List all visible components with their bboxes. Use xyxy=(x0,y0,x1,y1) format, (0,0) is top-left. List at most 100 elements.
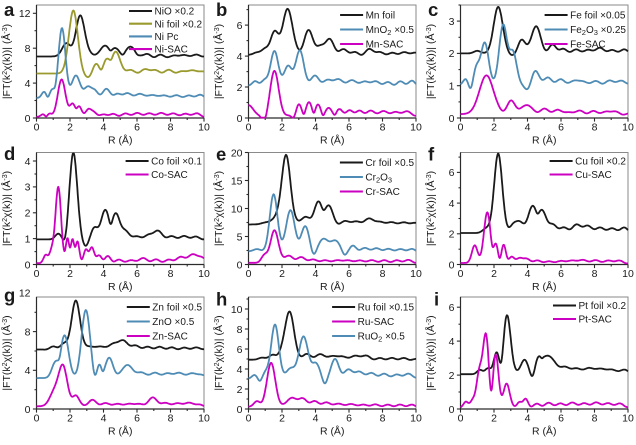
svg-text:ZnO ×0.5: ZnO ×0.5 xyxy=(152,317,194,328)
svg-text:Fe-SAC: Fe-SAC xyxy=(570,40,606,51)
svg-text:Mn foil: Mn foil xyxy=(366,11,395,22)
svg-text:2: 2 xyxy=(491,412,497,424)
svg-text:6: 6 xyxy=(346,121,352,133)
svg-text:|FT(k2χ(k))| (Å-3): |FT(k2χ(k))| (Å-3) xyxy=(212,171,225,246)
svg-text:8: 8 xyxy=(380,121,386,133)
svg-text:0: 0 xyxy=(34,412,40,424)
svg-text:6: 6 xyxy=(449,302,455,314)
svg-text:2: 2 xyxy=(279,268,285,280)
svg-text:6: 6 xyxy=(346,268,352,280)
svg-text:Mn-SAC: Mn-SAC xyxy=(366,40,404,51)
svg-text:6: 6 xyxy=(237,20,243,32)
svg-text:10: 10 xyxy=(622,268,634,280)
svg-text:0: 0 xyxy=(237,113,243,125)
svg-text:4: 4 xyxy=(25,156,31,168)
svg-text:0: 0 xyxy=(449,259,455,271)
svg-text:8: 8 xyxy=(237,324,243,336)
svg-text:4: 4 xyxy=(237,364,243,376)
svg-text:Pt-SAC: Pt-SAC xyxy=(579,315,612,326)
svg-text:Cr foil ×0.5: Cr foil ×0.5 xyxy=(365,158,414,169)
svg-text:4: 4 xyxy=(449,336,455,348)
svg-text:a: a xyxy=(4,0,15,20)
svg-text:8: 8 xyxy=(25,43,31,55)
svg-text:4: 4 xyxy=(101,121,107,133)
svg-text:10: 10 xyxy=(622,412,634,424)
svg-text:NiO ×0.2: NiO ×0.2 xyxy=(155,7,195,18)
svg-text:4: 4 xyxy=(25,78,31,90)
svg-text:i: i xyxy=(434,289,439,310)
svg-text:|FT(k2χ(k))| (Å-3): |FT(k2χ(k))| (Å-3) xyxy=(0,315,13,390)
svg-text:0: 0 xyxy=(458,121,464,133)
svg-text:|FT(k2χ(k))| (Å-3): |FT(k2χ(k))| (Å-3) xyxy=(0,24,13,99)
svg-text:Pt foil ×0.2: Pt foil ×0.2 xyxy=(579,301,627,312)
svg-text:0: 0 xyxy=(246,121,252,133)
svg-text:2: 2 xyxy=(491,121,497,133)
svg-text:Fe2​O3​ ×0.25: Fe2​O3​ ×0.25 xyxy=(570,25,626,37)
svg-text:Cu-SAC: Cu-SAC xyxy=(575,170,612,181)
svg-text:Ru foil ×0.15: Ru foil ×0.15 xyxy=(358,303,415,314)
svg-text:2: 2 xyxy=(67,121,73,133)
svg-text:12: 12 xyxy=(19,288,31,300)
svg-text:8: 8 xyxy=(168,121,174,133)
svg-text:0: 0 xyxy=(25,113,31,125)
svg-text:8: 8 xyxy=(592,268,598,280)
svg-text:4: 4 xyxy=(525,268,531,280)
svg-text:4: 4 xyxy=(525,412,531,424)
svg-text:4: 4 xyxy=(101,268,107,280)
svg-text:f: f xyxy=(428,143,435,164)
svg-text:R (Å): R (Å) xyxy=(532,280,557,293)
svg-text:8: 8 xyxy=(592,121,598,133)
svg-text:0: 0 xyxy=(34,268,40,280)
svg-text:8: 8 xyxy=(168,268,174,280)
svg-text:R (Å): R (Å) xyxy=(108,280,133,293)
svg-text:0: 0 xyxy=(458,412,464,424)
svg-text:|FT(k2χ(k))| (Å-3): |FT(k2χ(k))| (Å-3) xyxy=(424,24,437,99)
svg-text:6: 6 xyxy=(558,412,564,424)
svg-text:2: 2 xyxy=(237,384,243,396)
svg-text:4: 4 xyxy=(101,412,107,424)
svg-text:20: 20 xyxy=(231,147,243,159)
svg-text:10: 10 xyxy=(231,304,243,316)
svg-text:0: 0 xyxy=(237,259,243,271)
svg-text:2: 2 xyxy=(67,412,73,424)
svg-text:12: 12 xyxy=(19,8,31,20)
svg-text:6: 6 xyxy=(449,167,455,179)
svg-text:2: 2 xyxy=(449,48,455,60)
svg-text:8: 8 xyxy=(592,412,598,424)
svg-text:|FT(k2χ(k))| (Å-3): |FT(k2χ(k))| (Å-3) xyxy=(0,171,13,246)
svg-text:8: 8 xyxy=(168,412,174,424)
svg-text:R (Å): R (Å) xyxy=(320,133,345,146)
svg-text:10: 10 xyxy=(198,121,210,133)
svg-text:1: 1 xyxy=(25,233,31,245)
svg-text:0: 0 xyxy=(25,404,31,416)
svg-text:10: 10 xyxy=(410,268,422,280)
svg-text:3: 3 xyxy=(25,182,31,194)
svg-text:Zn foil ×0.5: Zn foil ×0.5 xyxy=(152,303,202,314)
svg-text:4: 4 xyxy=(525,121,531,133)
svg-text:10: 10 xyxy=(198,268,210,280)
svg-text:1: 1 xyxy=(449,81,455,93)
svg-text:|FT(k2χ(k))| (Å-3): |FT(k2χ(k))| (Å-3) xyxy=(212,315,225,390)
svg-text:Co-SAC: Co-SAC xyxy=(151,170,188,181)
svg-text:|FT(k2χ(k))| (Å-3): |FT(k2χ(k))| (Å-3) xyxy=(212,24,225,99)
svg-text:4: 4 xyxy=(313,121,319,133)
svg-text:6: 6 xyxy=(346,412,352,424)
svg-text:Ni Pc: Ni Pc xyxy=(155,32,179,43)
svg-text:10: 10 xyxy=(198,412,210,424)
svg-text:8: 8 xyxy=(380,412,386,424)
svg-text:d: d xyxy=(4,143,15,164)
svg-text:Fe foil ×0.05: Fe foil ×0.05 xyxy=(570,11,626,22)
svg-text:c: c xyxy=(428,0,438,20)
svg-text:R (Å): R (Å) xyxy=(108,133,133,146)
svg-text:0: 0 xyxy=(25,259,31,271)
svg-text:Cu foil ×0.2: Cu foil ×0.2 xyxy=(575,157,626,168)
svg-text:6: 6 xyxy=(134,268,140,280)
svg-text:RuO2​ ×0.5: RuO2​ ×0.5 xyxy=(358,332,406,344)
svg-text:2: 2 xyxy=(25,208,31,220)
svg-text:4: 4 xyxy=(449,198,455,210)
svg-text:8: 8 xyxy=(380,268,386,280)
svg-text:4: 4 xyxy=(25,365,31,377)
svg-text:3: 3 xyxy=(449,16,455,28)
svg-text:R (Å): R (Å) xyxy=(320,424,345,437)
svg-text:0: 0 xyxy=(458,268,464,280)
